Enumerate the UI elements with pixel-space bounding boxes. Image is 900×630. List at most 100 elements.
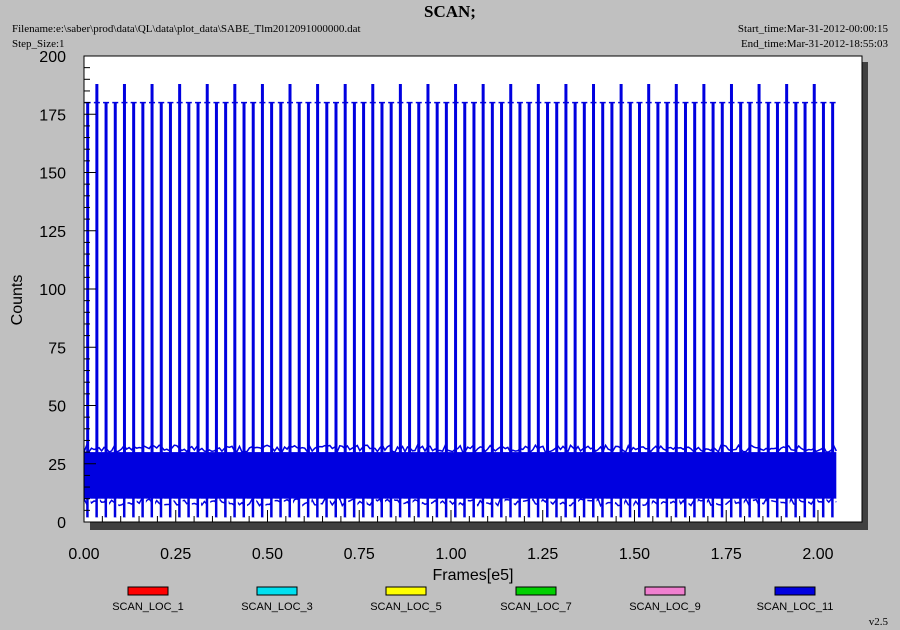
spike [277, 101, 284, 518]
legend-label: SCAN_LOC_11 [757, 601, 834, 613]
spike [176, 83, 183, 518]
x-tick-label: 1.50 [619, 546, 650, 563]
legend-item-scan-loc-11: SCAN_LOC_11 [757, 586, 834, 613]
spike [121, 83, 128, 518]
x-tick-label: 1.25 [527, 546, 558, 563]
spike [535, 83, 542, 518]
legend-swatch [774, 586, 816, 596]
spike [250, 101, 257, 518]
spike [452, 83, 459, 518]
spike [820, 101, 827, 518]
spike [378, 101, 385, 518]
spike [811, 83, 818, 518]
legend-item-scan-loc-1: SCAN_LOC_1 [112, 586, 184, 613]
spike [397, 83, 404, 518]
x-tick-label: 1.75 [711, 546, 742, 563]
spike [728, 83, 735, 518]
x-tick-label: 0.00 [68, 546, 99, 563]
spike [489, 101, 496, 518]
x-axis-label: Frames[e5] [433, 567, 514, 584]
spike [351, 101, 358, 518]
spike [204, 83, 211, 518]
spike [719, 101, 726, 518]
legend-item-scan-loc-7: SCAN_LOC_7 [500, 586, 572, 613]
spike [756, 83, 763, 518]
spike [323, 101, 330, 518]
chart-title: SCAN; [424, 2, 476, 21]
spike [388, 101, 395, 518]
legend-label: SCAN_LOC_5 [370, 601, 442, 613]
y-tick-label: 150 [39, 166, 66, 183]
legend-swatch [127, 586, 169, 596]
version-label: v2.5 [868, 616, 888, 628]
spike [516, 101, 523, 518]
spike [369, 83, 376, 518]
series-band-scan_loc_11 [84, 452, 837, 499]
y-tick-label: 0 [57, 515, 66, 532]
spike [480, 83, 487, 518]
spike [167, 101, 174, 518]
spike [553, 101, 560, 518]
spike [572, 101, 579, 518]
spike [305, 101, 312, 518]
spike [654, 101, 661, 518]
spike [544, 101, 551, 518]
spike [562, 83, 569, 518]
spike [783, 83, 790, 518]
spike [627, 101, 634, 518]
spike [112, 101, 119, 518]
y-tick-label: 100 [39, 282, 66, 299]
spike [673, 83, 680, 518]
legend-swatch [644, 586, 686, 596]
spike [700, 83, 707, 518]
legend-item-scan-loc-3: SCAN_LOC_3 [241, 586, 313, 613]
spike [498, 101, 505, 518]
spike [241, 101, 248, 518]
spike [526, 101, 533, 518]
spike [259, 83, 266, 518]
spike [802, 101, 809, 518]
spike [314, 83, 321, 518]
step-size-label: Step_Size:1 [12, 38, 65, 50]
spike [461, 101, 468, 518]
x-tick-label: 0.75 [344, 546, 375, 563]
spike [470, 101, 477, 518]
y-tick-label: 25 [48, 457, 66, 474]
y-tick-label: 125 [39, 224, 66, 241]
spike [296, 101, 303, 518]
spike [618, 83, 625, 518]
x-tick-label: 1.00 [435, 546, 466, 563]
x-tick-label: 2.00 [802, 546, 833, 563]
band-top-edge [83, 443, 837, 454]
legend-swatch [385, 586, 427, 596]
legend-label: SCAN_LOC_1 [112, 601, 184, 613]
spike [93, 83, 100, 518]
spike [213, 101, 220, 518]
spike [507, 83, 514, 518]
spike [434, 101, 441, 518]
y-tick-label: 75 [48, 340, 66, 357]
spike [682, 101, 689, 518]
spike [287, 83, 294, 518]
spike [195, 101, 202, 518]
legend-label: SCAN_LOC_3 [241, 601, 313, 613]
spike [737, 101, 744, 518]
spike [231, 83, 238, 518]
spike [774, 101, 781, 518]
spike [332, 101, 339, 518]
spike [829, 101, 836, 518]
spike [360, 101, 367, 518]
spike [415, 101, 422, 518]
spike [406, 101, 413, 518]
spike [599, 101, 606, 518]
spike [268, 101, 275, 518]
start-time-label: Start_time:Mar-31-2012-00:00:15 [737, 23, 888, 35]
filename-label: Filename:e:\saber\prod\data\QL\data\plot… [12, 23, 361, 35]
spike [185, 101, 192, 518]
spike [158, 101, 165, 518]
legend-label: SCAN_LOC_7 [500, 601, 572, 613]
x-tick-label: 0.50 [252, 546, 283, 563]
spike [645, 83, 652, 518]
spike [765, 101, 772, 518]
